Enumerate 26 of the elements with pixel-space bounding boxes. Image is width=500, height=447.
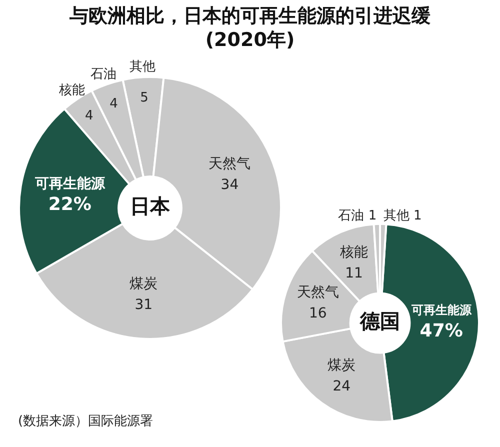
slice-label: 天然气 bbox=[208, 156, 251, 172]
slice-label: 核能 bbox=[58, 82, 85, 98]
data-label: 11 bbox=[345, 266, 363, 282]
data-label: 22% bbox=[48, 194, 92, 216]
slice-label: 可再生能源 bbox=[410, 303, 472, 318]
data-label: 24 bbox=[332, 378, 351, 394]
slice-label: 其他 bbox=[130, 60, 156, 75]
text: 日本 bbox=[130, 194, 171, 218]
slice-label: 石油 1 bbox=[338, 208, 377, 224]
data-label: 4 bbox=[84, 108, 94, 124]
data-label: 47% bbox=[420, 320, 463, 342]
text: 德国 bbox=[359, 309, 400, 334]
slice-label: 天然气 bbox=[296, 284, 339, 300]
slice-label: 煤炭 bbox=[328, 358, 356, 374]
data-label: 5 bbox=[140, 90, 148, 106]
slice-label: 石油 bbox=[90, 67, 117, 82]
data-label: 4 bbox=[110, 96, 118, 112]
data-label: 16 bbox=[308, 305, 327, 322]
slice-label: 核能 bbox=[339, 244, 368, 261]
chart-title: 与欧洲相比，日本的可再生能源的引进迟缓 (2020年) bbox=[68, 4, 432, 52]
slice-label: 可再生能源 bbox=[34, 176, 106, 192]
slice-label: 煤炭 bbox=[130, 276, 158, 292]
data-label: 34 bbox=[220, 177, 239, 194]
data-label: 31 bbox=[134, 296, 153, 313]
slice-label: 其他 1 bbox=[383, 208, 422, 224]
text: (数据来源）国际能源署 bbox=[18, 413, 154, 430]
